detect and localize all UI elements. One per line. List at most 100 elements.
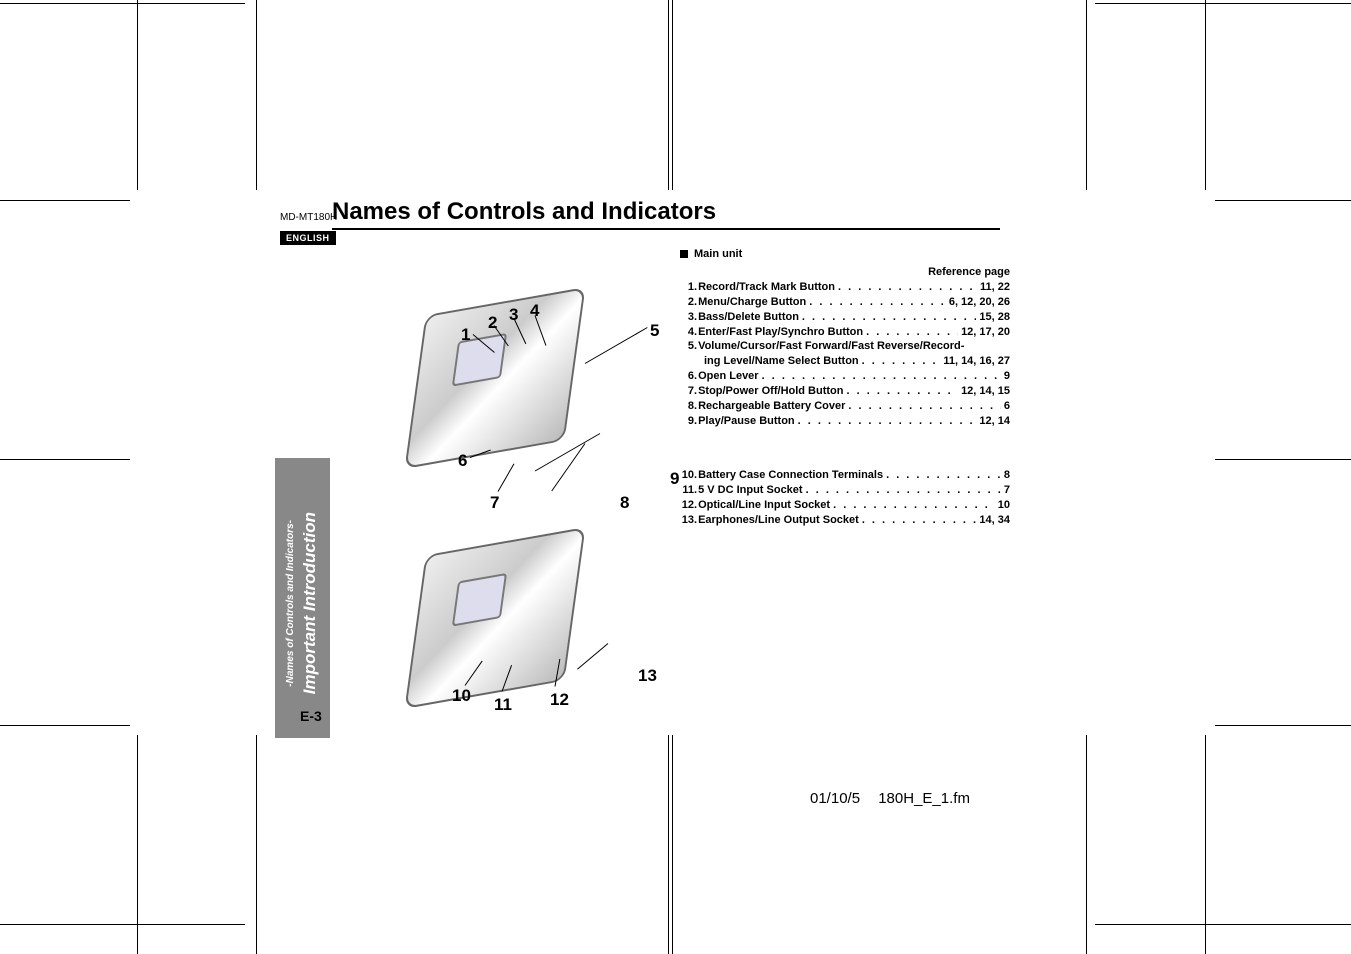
crop-mark: [0, 459, 130, 460]
ref-item-pages: 12, 14, 15: [961, 384, 1010, 399]
crop-mark: [1086, 735, 1087, 954]
leader-dots: . . . . . . . . . . . . . . . . . . . . …: [798, 414, 977, 429]
ref-item-pages: 6, 12, 20, 26: [949, 295, 1010, 310]
reference-item: 1. Record/Track Mark Button . . . . . . …: [680, 280, 1010, 295]
crop-mark: [137, 0, 138, 190]
page-number: E-3: [300, 708, 322, 724]
page-title: Names of Controls and Indicators: [332, 198, 1000, 230]
callout-number: 11: [494, 695, 512, 715]
crop-mark: [0, 3, 245, 4]
reference-item: 3. Bass/Delete Button . . . . . . . . . …: [680, 310, 1010, 325]
page-content: MD-MT180H Names of Controls and Indicato…: [280, 198, 1020, 748]
callout-number: 12: [550, 690, 569, 710]
ref-item-number: 3: [680, 310, 694, 325]
leader-dots: . . . . . . . . . . . . . . . . . . . . …: [866, 325, 958, 340]
ref-item-number: 1: [680, 280, 694, 295]
callout-line: [577, 643, 608, 669]
ref-item-label: Open Lever: [698, 369, 759, 384]
crop-mark: [672, 0, 673, 190]
reference-item: 2. Menu/Charge Button . . . . . . . . . …: [680, 295, 1010, 310]
device-illustration-bottom: [404, 527, 585, 709]
side-title: Important Introduction: [300, 512, 320, 694]
leader-dots: . . . . . . . . . . . . . . . . . . . . …: [806, 483, 1001, 498]
side-subtitle: -Names of Controls and Indicators-: [285, 520, 296, 687]
section-heading: Main unit: [680, 248, 1010, 260]
reference-item: 10. Battery Case Connection Terminals . …: [680, 468, 1010, 483]
ref-item-number: 6: [680, 369, 694, 384]
callout-number: 10: [452, 686, 471, 706]
ref-item-pages: 9: [1004, 369, 1010, 384]
callout-number: 9: [670, 469, 679, 489]
ref-item-number: 9: [680, 414, 694, 429]
crop-mark: [1215, 459, 1351, 460]
ref-item-label: Record/Track Mark Button: [698, 280, 835, 295]
ref-item-number: 11: [680, 483, 694, 498]
footer-date: 01/10/5: [810, 790, 860, 807]
crop-mark: [668, 0, 669, 190]
ref-item-pages: 15, 28: [979, 310, 1010, 325]
crop-mark: [0, 725, 130, 726]
reference-item-continuation: ing Level/Name Select Button . . . . . .…: [680, 354, 1010, 369]
callout-line: [498, 464, 515, 492]
leader-dots: . . . . . . . . . . . . . . . . . . . . …: [848, 399, 1000, 414]
ref-item-number: 12: [680, 498, 694, 513]
ref-item-label: Menu/Charge Button: [698, 295, 806, 310]
ref-item-number: 7: [680, 384, 694, 399]
reference-item: 4. Enter/Fast Play/Synchro Button . . . …: [680, 325, 1010, 340]
crop-mark: [256, 0, 257, 190]
leader-dots: . . . . . . . . . . . . . . . . . . . . …: [862, 513, 977, 528]
crop-mark: [1205, 0, 1206, 190]
crop-mark: [668, 735, 669, 954]
crop-mark: [672, 735, 673, 954]
ref-item-pages: 11, 22: [980, 280, 1010, 295]
crop-mark: [256, 735, 257, 954]
reference-item: 5. Volume/Cursor/Fast Forward/Fast Rever…: [680, 339, 1010, 354]
ref-item-pages: 14, 34: [979, 513, 1010, 528]
leader-dots: . . . . . . . . . . . . . . . . . . . . …: [847, 384, 959, 399]
reference-item: 7. Stop/Power Off/Hold Button . . . . . …: [680, 384, 1010, 399]
section-heading-text: Main unit: [694, 248, 742, 260]
callout-number: 7: [490, 493, 499, 513]
callout-number: 6: [458, 451, 467, 471]
crop-mark: [137, 735, 138, 954]
reference-item: 9. Play/Pause Button . . . . . . . . . .…: [680, 414, 1010, 429]
ref-item-label: Rechargeable Battery Cover: [698, 399, 845, 414]
callout-line: [585, 327, 648, 364]
reference-item: 6. Open Lever . . . . . . . . . . . . . …: [680, 369, 1010, 384]
ref-item-label: ing Level/Name Select Button: [704, 354, 859, 369]
ref-item-number: 8: [680, 399, 694, 414]
ref-item-label: Enter/Fast Play/Synchro Button: [698, 325, 863, 340]
leader-dots: . . . . . . . . . . . . . . . . . . . . …: [802, 310, 976, 325]
callout-number: 5: [650, 321, 659, 341]
square-bullet-icon: [680, 250, 688, 258]
ref-item-pages: 10: [998, 498, 1010, 513]
ref-item-pages: 11, 14, 16, 27: [943, 354, 1010, 369]
ref-item-pages: 12, 14: [979, 414, 1010, 429]
leader-dots: . . . . . . . . . . . . . . . . . . . . …: [833, 498, 995, 513]
ref-item-pages: 6: [1004, 399, 1010, 414]
ref-item-label: 5 V DC Input Socket: [698, 483, 803, 498]
leader-dots: . . . . . . . . . . . . . . . . . . . . …: [762, 369, 1001, 384]
ref-item-label: Bass/Delete Button: [698, 310, 799, 325]
reference-page-header: Reference page: [680, 266, 1010, 278]
callout-number: 3: [509, 305, 518, 325]
leader-dots: . . . . . . . . . . . . . . . . . . . . …: [862, 354, 941, 369]
diagram-area: 1 2 3 4 5 6 7 8 9 10 11 12 13: [360, 243, 620, 703]
footer-filename: 180H_E_1.fm: [878, 790, 970, 807]
ref-item-pages: 12, 17, 20: [961, 325, 1010, 340]
ref-item-number: 2: [680, 295, 694, 310]
ref-item-pages: 8: [1004, 468, 1010, 483]
reference-item: 8. Rechargeable Battery Cover . . . . . …: [680, 399, 1010, 414]
crop-mark: [1086, 0, 1087, 190]
ref-item-number: 4: [680, 325, 694, 340]
language-badge: ENGLISH: [280, 231, 336, 245]
side-chapter-label: -Names of Controls and Indicators- Impor…: [275, 458, 330, 738]
leader-dots: . . . . . . . . . . . . . . . . . . . . …: [809, 295, 946, 310]
leader-dots: . . . . . . . . . . . . . . . . . . . . …: [886, 468, 1001, 483]
callout-number: 13: [638, 666, 657, 686]
crop-mark: [1215, 725, 1351, 726]
ref-item-label: Play/Pause Button: [698, 414, 795, 429]
ref-item-number: 10: [680, 468, 694, 483]
ref-item-pages: 7: [1004, 483, 1010, 498]
ref-item-label: Stop/Power Off/Hold Button: [698, 384, 843, 399]
